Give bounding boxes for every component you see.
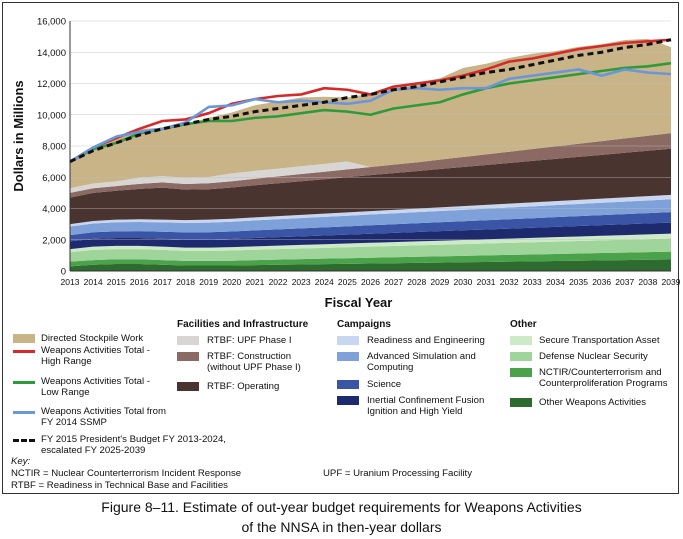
legend-swatch-icf bbox=[337, 396, 359, 405]
line-weapons-activities-total-from-fy-2014-ssmp bbox=[69, 68, 672, 163]
legend-swatch-science bbox=[337, 380, 359, 389]
legend-line-high-range bbox=[13, 350, 35, 353]
x-tick-label: 2026 bbox=[361, 277, 380, 287]
y-tick-label: 2,000 bbox=[42, 235, 66, 246]
x-axis-label: Fiscal Year bbox=[325, 295, 393, 310]
legend-label-ssmp: Weapons Activities Total from FY 2014 SS… bbox=[41, 406, 166, 428]
area-inertial-confinement-fusion-ignition-and-high-yield bbox=[70, 222, 671, 250]
x-tick-label: 2014 bbox=[84, 277, 103, 287]
x-tick-label: 2035 bbox=[569, 277, 588, 287]
x-tick-label: 2032 bbox=[500, 277, 519, 287]
x-tick-label: 2034 bbox=[546, 277, 565, 287]
legend-line-low-range bbox=[13, 381, 35, 384]
area-rtbf-operating bbox=[70, 148, 671, 225]
area-rtbf-upf-phase-i bbox=[70, 133, 671, 193]
x-tick-label: 2017 bbox=[153, 277, 172, 287]
legend-label-secure-transport: Secure Transportation Asset bbox=[539, 335, 660, 346]
legend-label-upf: RTBF: UPF Phase I bbox=[207, 335, 292, 346]
y-tick-label: 16,000 bbox=[37, 17, 66, 28]
y-tick-label: 6,000 bbox=[42, 173, 66, 184]
legend-swatch-secure-transport bbox=[510, 336, 532, 345]
x-tick-label: 2015 bbox=[107, 277, 126, 287]
stacked-area-chart: 0 2,000 4,000 6,000 8,000 10,000 12,000 14,000 1… bbox=[11, 17, 680, 311]
area-defense-nuclear-security bbox=[70, 238, 671, 262]
y-tick-label: 14,000 bbox=[37, 48, 66, 59]
legend-heading-other: Other bbox=[510, 319, 537, 330]
caption-line-1: Figure 8–11. Estimate of out-year budget… bbox=[101, 499, 582, 515]
line-weapons-activities-total-high-range bbox=[69, 38, 672, 163]
x-tick-label: 2036 bbox=[592, 277, 611, 287]
x-tick-label: 2027 bbox=[384, 277, 403, 287]
legend-heading-campaigns: Campaigns bbox=[337, 319, 391, 330]
legend-label-dns: Defense Nuclear Security bbox=[539, 351, 648, 362]
x-tick-label: 2016 bbox=[130, 277, 149, 287]
x-tick-label: 2038 bbox=[638, 277, 657, 287]
x-tick-label: 2030 bbox=[454, 277, 473, 287]
key-heading: Key: bbox=[11, 456, 31, 467]
legend-swatch-construction bbox=[177, 352, 199, 361]
legend-swatch-other-weapons bbox=[510, 398, 532, 407]
legend-swatch-nctir bbox=[510, 368, 532, 377]
x-tick-label: 2013 bbox=[61, 277, 80, 287]
legend-swatch-upf bbox=[177, 336, 199, 345]
key-nctir: NCTIR = Nuclear Counterterrorism Inciden… bbox=[11, 468, 242, 479]
legend-label-presidents-budget: FY 2015 President's Budget FY 2013-2024,… bbox=[41, 434, 226, 456]
legend-label-high-range: Weapons Activities Total - High Range bbox=[41, 345, 150, 367]
legend-line-presidents-budget bbox=[13, 439, 35, 442]
y-tick-label: 10,000 bbox=[37, 110, 66, 121]
x-tick-label: 2019 bbox=[199, 277, 218, 287]
x-tick-label: 2025 bbox=[338, 277, 357, 287]
figure-frame: 0 2,000 4,000 6,000 8,000 10,000 12,000 14,000 1… bbox=[2, 2, 680, 494]
x-tick-label: 2037 bbox=[615, 277, 634, 287]
area-science bbox=[70, 212, 671, 242]
y-tick-label: 8,000 bbox=[42, 142, 66, 153]
x-tick-label: 2020 bbox=[222, 277, 241, 287]
legend-label-nctir: NCTIR/Counterterrorism and Counterprolif… bbox=[539, 367, 668, 389]
legend-heading-facilities: Facilities and Infrastructure bbox=[177, 319, 309, 330]
figure-caption: Figure 8–11. Estimate of out-year budget… bbox=[0, 497, 683, 537]
legend-line-ssmp bbox=[13, 411, 35, 414]
legend-swatch-dns bbox=[510, 352, 532, 361]
area-other-weapons-activities bbox=[70, 259, 671, 271]
y-axis-label: Dollars in Millions bbox=[11, 80, 26, 191]
x-tick-label: 2018 bbox=[176, 277, 195, 287]
x-tick-label: 2033 bbox=[523, 277, 542, 287]
legend-label-directed-stockpile: Directed Stockpile Work bbox=[41, 333, 144, 344]
y-tick-label: 4,000 bbox=[42, 204, 66, 215]
legend-label-science: Science bbox=[367, 379, 402, 390]
legend-swatch-directed-stockpile bbox=[13, 334, 35, 343]
legend-swatch-asc bbox=[337, 352, 359, 361]
legend-label-icf: Inertial Confinement Fusion Ignition and… bbox=[367, 395, 485, 417]
key-upf: UPF = Uranium Processing Facility bbox=[323, 468, 473, 479]
legend-swatch-operating bbox=[177, 382, 199, 391]
area-nctir-counterterrorism-and-counterproliferation-programs bbox=[70, 251, 671, 267]
legend-swatch-readiness bbox=[337, 336, 359, 345]
x-tick-label: 2028 bbox=[407, 277, 426, 287]
legend-label-low-range: Weapons Activities Total - Low Range bbox=[41, 376, 150, 398]
legend-label-asc: Advanced Simulation and Computing bbox=[367, 351, 476, 373]
caption-line-2: of the NNSA in then-year dollars bbox=[241, 519, 442, 535]
line-fy-2015-president-s-budget-fy-2013-2024-escalated-fy-2025-2039 bbox=[69, 38, 672, 163]
x-tick-label: 2022 bbox=[269, 277, 288, 287]
y-tick-label: 12,000 bbox=[37, 79, 66, 90]
x-tick-label: 2021 bbox=[245, 277, 264, 287]
key-rtbf: RTBF = Readiness in Technical Base and F… bbox=[11, 480, 228, 491]
legend-label-construction: RTBF: Construction (without UPF Phase I) bbox=[207, 351, 301, 373]
y-tick-label: 0 bbox=[61, 267, 66, 278]
legend-label-other-weapons: Other Weapons Activities bbox=[539, 397, 647, 408]
legend-label-readiness: Readiness and Engineering bbox=[367, 335, 485, 346]
key-block: Key: NCTIR = Nuclear Counterterrorism In… bbox=[11, 456, 671, 492]
x-tick-label: 2029 bbox=[430, 277, 449, 287]
legend-label-operating: RTBF: Operating bbox=[207, 381, 280, 392]
x-tick-label: 2023 bbox=[292, 277, 311, 287]
area-secure-transportation-asset bbox=[70, 233, 671, 253]
x-tick-label: 2024 bbox=[315, 277, 334, 287]
x-tick-label: 2039 bbox=[662, 277, 680, 287]
x-tick-label: 2031 bbox=[477, 277, 496, 287]
